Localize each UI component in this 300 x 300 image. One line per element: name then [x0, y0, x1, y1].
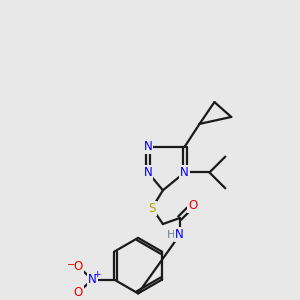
Text: N: N [144, 140, 152, 153]
Text: H: H [167, 230, 175, 240]
Text: −: − [68, 260, 76, 270]
Text: N: N [144, 166, 152, 179]
Text: S: S [148, 202, 156, 214]
Text: O: O [74, 260, 83, 273]
Text: O: O [188, 199, 197, 212]
Text: N: N [176, 228, 184, 242]
Text: O: O [74, 286, 83, 299]
Text: N: N [88, 273, 97, 286]
Text: N: N [180, 166, 189, 179]
Text: +: + [94, 270, 101, 279]
